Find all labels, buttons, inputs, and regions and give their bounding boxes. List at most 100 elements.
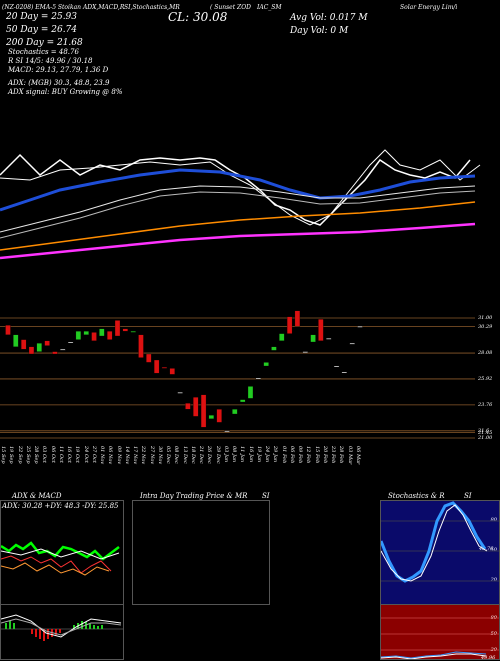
date-label: 09 Feb — [297, 446, 304, 464]
date-label: 12 Feb — [305, 446, 312, 464]
candle — [294, 310, 301, 327]
date-label: 13 Dec — [181, 446, 188, 464]
date-label: 06 Feb — [288, 446, 295, 464]
date-label: 30 Nov — [156, 446, 163, 465]
company-name: Solar Energy Lim/i — [400, 4, 458, 11]
date-label: 08 Jan — [231, 446, 238, 463]
ma20-line — [0, 168, 476, 212]
candle — [44, 340, 50, 346]
candle — [36, 343, 42, 352]
date-label: 29 Dec — [214, 446, 221, 464]
date-label: 28 Feb — [338, 446, 345, 464]
candle — [161, 367, 168, 369]
date-label: 18 Dec — [189, 446, 196, 464]
price-level-label: 25.92 — [478, 375, 493, 382]
price-level-label: 23.76 — [478, 401, 493, 408]
stoch-panel-title: Stochastics & R — [388, 492, 445, 500]
stock-title: (NZ-0208) EMA-5 Stoikan ADX,MACD,R — [2, 4, 125, 11]
price-level-label: 28.08 — [478, 350, 493, 357]
candle — [138, 334, 144, 358]
ma200-label: 200 Day = 21.68 — [6, 38, 83, 48]
candle — [28, 346, 35, 355]
ma50-label: 50 Day = 26.74 — [6, 25, 78, 35]
candle — [91, 332, 97, 341]
candle — [263, 362, 269, 367]
date-label: 06 Mar — [355, 446, 361, 465]
date-label: 05 Dec — [165, 446, 172, 464]
date-label: 21 Dec — [198, 446, 205, 464]
avg-volume-label: Avg Vol: 0.017 M — [290, 13, 368, 23]
date-label: 19 Sep — [8, 446, 15, 464]
ma50-line-a — [0, 185, 476, 233]
date-label: 25 Sep — [24, 446, 31, 464]
price-level-label: 21.6 — [478, 427, 490, 434]
date-label: 16 Oct — [66, 446, 73, 463]
intraday-panel-si: SI — [262, 492, 270, 500]
candle — [185, 403, 191, 410]
date-label: 09 Nov — [115, 446, 122, 465]
pointer-label: ( Sunset ZOD — [210, 4, 251, 11]
candle — [177, 392, 183, 394]
candle — [271, 346, 277, 351]
macd-panel — [0, 604, 124, 660]
price-level-label: 30.29 — [478, 323, 493, 330]
stock-code: IAC_SM — [257, 4, 282, 11]
candle — [224, 430, 230, 432]
date-label: 01 Nov — [99, 446, 106, 465]
candle — [169, 368, 175, 375]
mid-title: SI,Stochastics,MR — [124, 4, 180, 11]
adx-panel-readout: ADX: 30.28 +DY: 48.3 -DY: 25.85 — [2, 502, 119, 510]
moving-average-chart — [0, 149, 481, 260]
candle — [99, 328, 105, 337]
stochastics-panel: 80 50 20 48.76 — [380, 500, 500, 605]
adx-signal-readout: ADX signal: BUY Growing @ 8% — [8, 88, 123, 96]
candle — [349, 343, 355, 345]
date-label: 03 Jan — [222, 446, 229, 463]
date-label: 24 Jan — [264, 446, 271, 463]
adx-readout: ADX: (MGB) 30.3, 48.8, 23.9 — [8, 79, 110, 87]
candle — [232, 409, 238, 415]
date-label: 29 Jan — [272, 446, 279, 463]
stoch-tick-20: 20 — [490, 577, 497, 583]
date-label: 08 Dec — [173, 446, 180, 464]
candle — [200, 394, 207, 428]
candle — [5, 325, 11, 335]
candle — [341, 371, 348, 374]
day-volume-label: Day Vol: 0 M — [290, 26, 349, 36]
date-label: 19 Jan — [255, 446, 262, 463]
date-label: 19 Oct — [74, 446, 81, 463]
candle — [60, 349, 66, 351]
date-label: 11 Oct — [57, 446, 64, 463]
stoch-tick-80: 80 — [490, 517, 497, 523]
candle — [240, 399, 246, 403]
candle — [67, 341, 74, 344]
date-label: 01 Feb — [280, 446, 287, 464]
close-price-label: CL: 30.08 — [168, 10, 228, 24]
candle — [302, 351, 308, 353]
adx-macd-panel-title: ADX & MACD — [12, 492, 62, 500]
candle — [75, 331, 82, 340]
adx-panel: ADX: 30.28 +DY: 48.3 -DY: 25.85 — [0, 500, 124, 605]
candle — [130, 331, 136, 333]
candle — [13, 334, 19, 347]
stoch-tick-50: 50 — [490, 547, 497, 553]
candle — [83, 331, 89, 335]
stoch-panel-si: SI — [464, 492, 472, 500]
rsi-readout: R SI 14/5: 49.96 / 30.18 — [8, 57, 93, 65]
ma20-label: 20 Day = 25.93 — [6, 12, 78, 22]
candle — [333, 365, 340, 368]
candle — [107, 331, 113, 340]
price-level-label: 31.00 — [478, 315, 493, 321]
date-label: 27 Oct — [90, 446, 97, 463]
date-label: 20 Feb — [321, 446, 328, 464]
ema5-alt-line — [0, 149, 481, 226]
date-label: 15 Sep — [0, 446, 6, 464]
candle — [286, 316, 293, 334]
date-label: 23 Feb — [330, 446, 337, 464]
date-label: 06 Nov — [107, 446, 114, 465]
ma200-line — [0, 222, 476, 260]
rsi-panel: 80 50 20 49.96 — [380, 604, 500, 661]
candlestick-chart — [0, 310, 475, 439]
candle — [52, 351, 58, 355]
date-label: 06 Oct — [49, 446, 56, 463]
